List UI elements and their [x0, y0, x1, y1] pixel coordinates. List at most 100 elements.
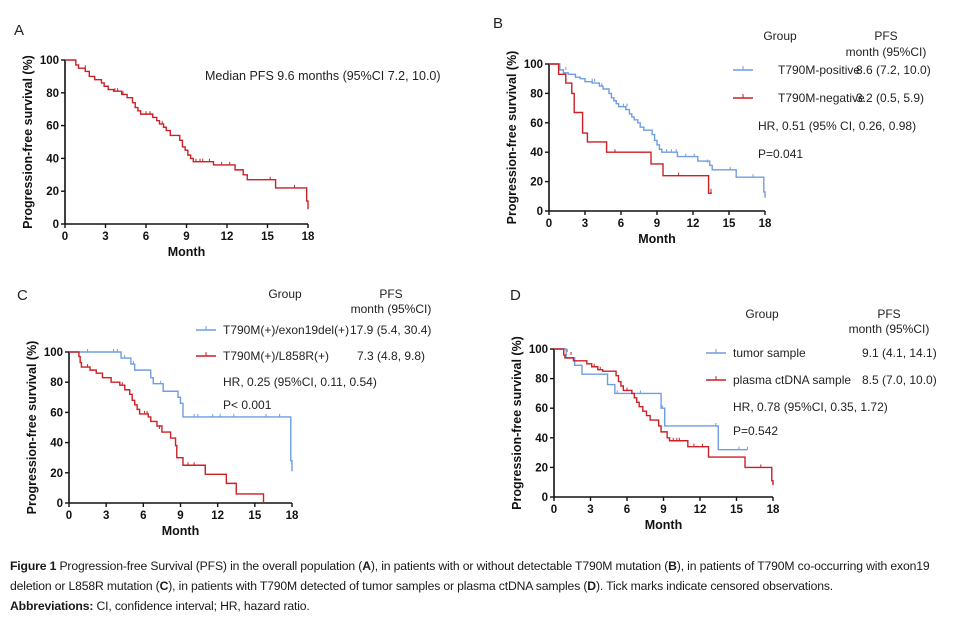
- x-tick-label: 9: [660, 504, 666, 516]
- y-tick-label: 60: [46, 121, 59, 133]
- y-tick-label: 80: [535, 374, 548, 386]
- legend-label: plasma ctDNA sample: [733, 373, 851, 387]
- y-tick-label: 0: [537, 206, 543, 218]
- x-tick-label: 6: [618, 218, 624, 230]
- km-curve-t790m-positive: [549, 63, 766, 198]
- x-axis-title: Month: [162, 524, 199, 538]
- abbreviations-label: Abbreviations:: [10, 599, 94, 613]
- y-tick-label: 20: [46, 186, 59, 198]
- hazard-ratio-text: HR, 0.25 (95%CI, 0.11, 0.54): [223, 375, 377, 389]
- x-tick-label: 12: [211, 510, 224, 522]
- caption-panel-ref: C: [159, 579, 169, 593]
- legend-header-group: Group: [268, 287, 302, 301]
- x-tick-label: 12: [687, 218, 700, 230]
- x-tick-label: 12: [221, 231, 234, 243]
- y-tick-label: 40: [535, 433, 548, 445]
- panel-a: A 0 20 40 60 80 100 0 3 6 9 12 15 18 Month Progression-…: [14, 22, 441, 259]
- y-axis-title: Progression-free survival (%): [505, 51, 519, 225]
- x-tick-label: 15: [730, 504, 743, 516]
- x-tick-label: 0: [66, 510, 72, 522]
- x-tick-label: 12: [694, 504, 707, 516]
- panel-c: C 0 20 40 60 80 100 0 3 6 9 12 15 18 Month Progression-…: [17, 287, 431, 538]
- x-axis-title: Month: [645, 518, 682, 532]
- x-tick-label: 18: [302, 231, 315, 243]
- y-tick-label: 100: [40, 55, 59, 67]
- caption-text: ), in patients of T790M co-occurring wit…: [10, 559, 930, 593]
- x-tick-label: 3: [582, 218, 588, 230]
- legend-pfs-value: 17.9 (5.4, 30.4): [350, 323, 431, 337]
- legend-header-pfs: PFS: [877, 307, 900, 321]
- panel-letter: B: [493, 15, 503, 32]
- y-tick-label: 20: [530, 177, 543, 189]
- y-tick-label: 0: [53, 219, 59, 231]
- y-tick-label: 0: [542, 492, 548, 504]
- x-tick-label: 18: [286, 510, 299, 522]
- panel-letter: C: [17, 287, 28, 304]
- hazard-ratio-text: HR, 0.51 (95% CI, 0.26, 0.98): [758, 119, 916, 133]
- legend-label: T790M(+)/exon19del(+): [223, 323, 349, 337]
- y-axis-title: Progression-free survival (%): [510, 336, 524, 510]
- caption-panel-ref: A: [362, 559, 371, 573]
- x-tick-label: 9: [183, 231, 189, 243]
- y-tick-label: 60: [50, 407, 63, 419]
- legend-pfs-value: 9.1 (4.1, 14.1): [862, 346, 937, 360]
- figure-caption: Figure 1 Progression-free Survival (PFS)…: [10, 556, 970, 616]
- y-axis-title: Progression-free survival (%): [21, 55, 35, 229]
- caption-text: ), in patients with or without detectabl…: [370, 559, 669, 573]
- y-tick-label: 40: [50, 438, 63, 450]
- p-value-text: P=0.041: [758, 147, 803, 161]
- y-tick-label: 20: [535, 462, 548, 474]
- y-axis-title: Progression-free survival (%): [25, 341, 39, 515]
- legend-header-pfs: PFS: [874, 29, 897, 43]
- panel-letter: A: [14, 22, 24, 39]
- x-tick-label: 3: [587, 504, 593, 516]
- legend-label: T790M(+)/L858R(+): [223, 349, 329, 363]
- legend-pfs-value: 3.2 (0.5, 5.9): [856, 91, 924, 105]
- x-tick-label: 9: [177, 510, 183, 522]
- x-tick-label: 0: [546, 218, 552, 230]
- caption-panel-ref: B: [668, 559, 677, 573]
- y-tick-label: 40: [46, 153, 59, 165]
- legend-header-unit: month (95%CI): [846, 45, 927, 59]
- legend-header-group: Group: [763, 29, 797, 43]
- panel-b: B 0 20 40 60 80 100 0 3 6 9 12 15 18 Month Progression-…: [493, 15, 931, 246]
- x-tick-label: 0: [551, 504, 557, 516]
- x-tick-label: 6: [140, 510, 146, 522]
- legend-label: T790M-negative: [778, 91, 865, 105]
- x-tick-label: 18: [767, 504, 780, 516]
- panel-d: D 0 20 40 60 80 100 0 3 6 9 12 15 18 Month Progression-…: [510, 287, 937, 532]
- y-tick-label: 60: [535, 403, 548, 415]
- hazard-ratio-text: HR, 0.78 (95%CI, 0.35, 1.72): [733, 400, 888, 414]
- km-curve-t790m-l858r-: [69, 351, 265, 503]
- km-curve-tumor-sample: [554, 348, 748, 451]
- x-axis-title: Month: [168, 245, 205, 259]
- y-tick-label: 20: [50, 468, 63, 480]
- legend-header-unit: month (95%CI): [849, 322, 930, 336]
- legend-pfs-value: 7.3 (4.8, 9.8): [357, 349, 425, 363]
- x-tick-label: 6: [624, 504, 630, 516]
- caption-body: Figure 1 Progression-free Survival (PFS)…: [10, 559, 930, 593]
- p-value-text: P< 0.001: [223, 398, 272, 412]
- x-tick-label: 15: [248, 510, 261, 522]
- legend-pfs-value: 8.5 (7.0, 10.0): [862, 373, 937, 387]
- y-tick-label: 100: [529, 344, 548, 356]
- legend-header-unit: month (95%CI): [351, 302, 432, 316]
- median-annotation: Median PFS 9.6 months (95%CI 7.2, 10.0): [205, 69, 441, 83]
- km-curve-t790m-exon19del-: [69, 351, 293, 472]
- y-tick-label: 0: [57, 498, 63, 510]
- legend-pfs-value: 8.6 (7.2, 10.0): [856, 63, 931, 77]
- x-tick-label: 15: [723, 218, 736, 230]
- y-tick-label: 40: [530, 147, 543, 159]
- y-tick-label: 100: [524, 59, 543, 71]
- legend-header-group: Group: [745, 307, 779, 321]
- p-value-text: P=0.542: [733, 424, 778, 438]
- km-curve-plasma-ctdna-sample: [554, 348, 774, 486]
- abbreviations-text: CI, confidence interval; HR, hazard rati…: [93, 599, 310, 613]
- y-tick-label: 100: [44, 347, 63, 359]
- km-curve-overall-population: [65, 59, 309, 210]
- x-tick-label: 9: [654, 218, 660, 230]
